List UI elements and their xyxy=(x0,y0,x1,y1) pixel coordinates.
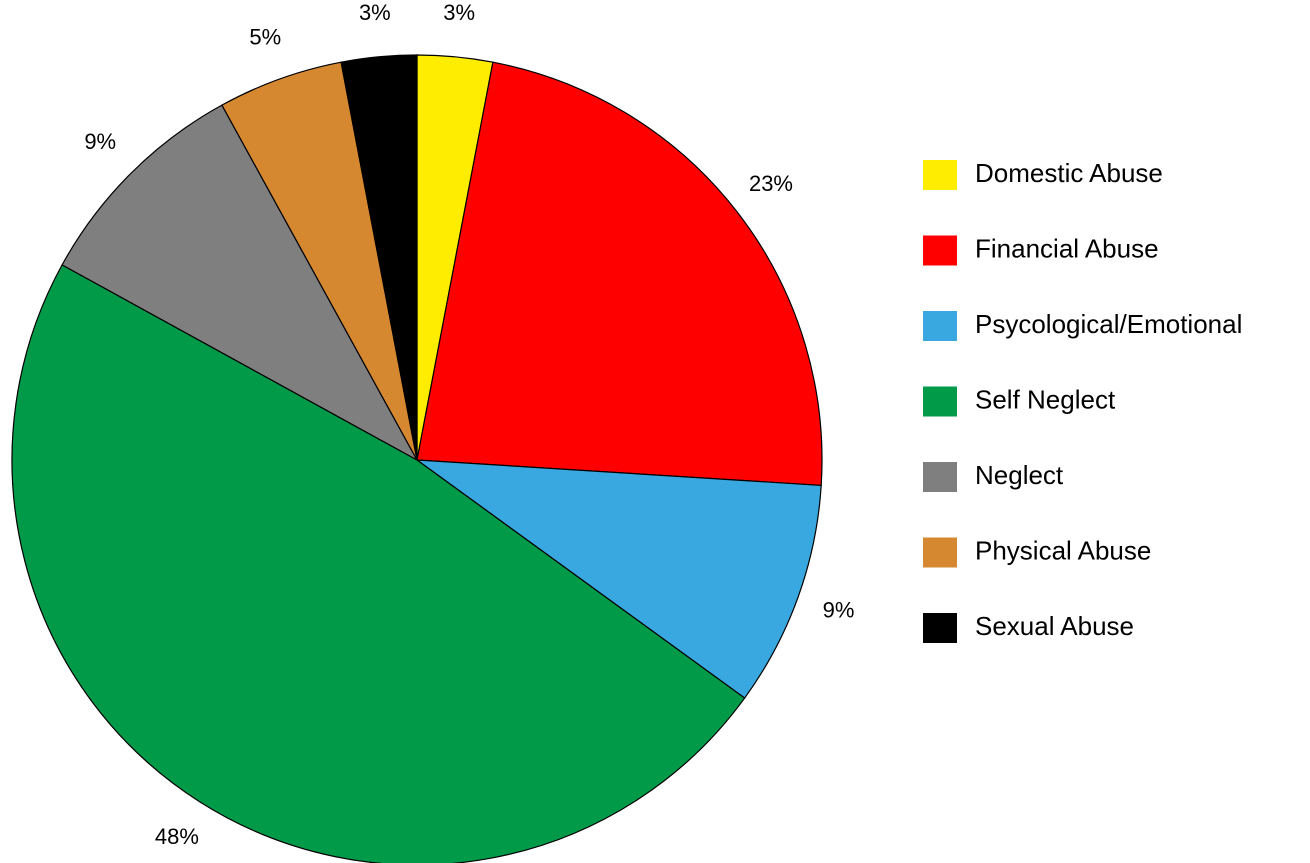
pie-slice xyxy=(416,61,823,487)
legend-label: Physical Abuse xyxy=(975,535,1151,565)
legend-swatch xyxy=(923,160,957,190)
legend-swatch xyxy=(923,537,957,568)
legend-swatch xyxy=(923,462,957,492)
legend-label: Domestic Abuse xyxy=(975,158,1163,188)
legend-swatch xyxy=(923,235,957,266)
legend-label: Sexual Abuse xyxy=(975,611,1134,641)
legend-label: Psycological/Emotional xyxy=(975,309,1242,339)
slice-label: 5% xyxy=(249,24,281,49)
slice-label: 9% xyxy=(84,129,116,154)
slice-label: 23% xyxy=(749,171,793,196)
legend-swatch xyxy=(923,613,957,643)
pie-slice xyxy=(340,54,418,461)
pie-slice xyxy=(61,104,419,462)
pie-slice xyxy=(414,459,822,699)
slice-label: 48% xyxy=(155,824,199,849)
slice-label: 3% xyxy=(359,0,391,25)
slice-label: 9% xyxy=(823,598,855,623)
legend-swatch xyxy=(923,311,957,341)
legend-label: Self Neglect xyxy=(975,384,1116,414)
legend-label: Financial Abuse xyxy=(975,233,1159,263)
pie-slice xyxy=(11,264,746,863)
legend-swatch xyxy=(923,386,957,417)
legend-label: Neglect xyxy=(975,460,1064,490)
slice-label: 3% xyxy=(443,0,475,25)
